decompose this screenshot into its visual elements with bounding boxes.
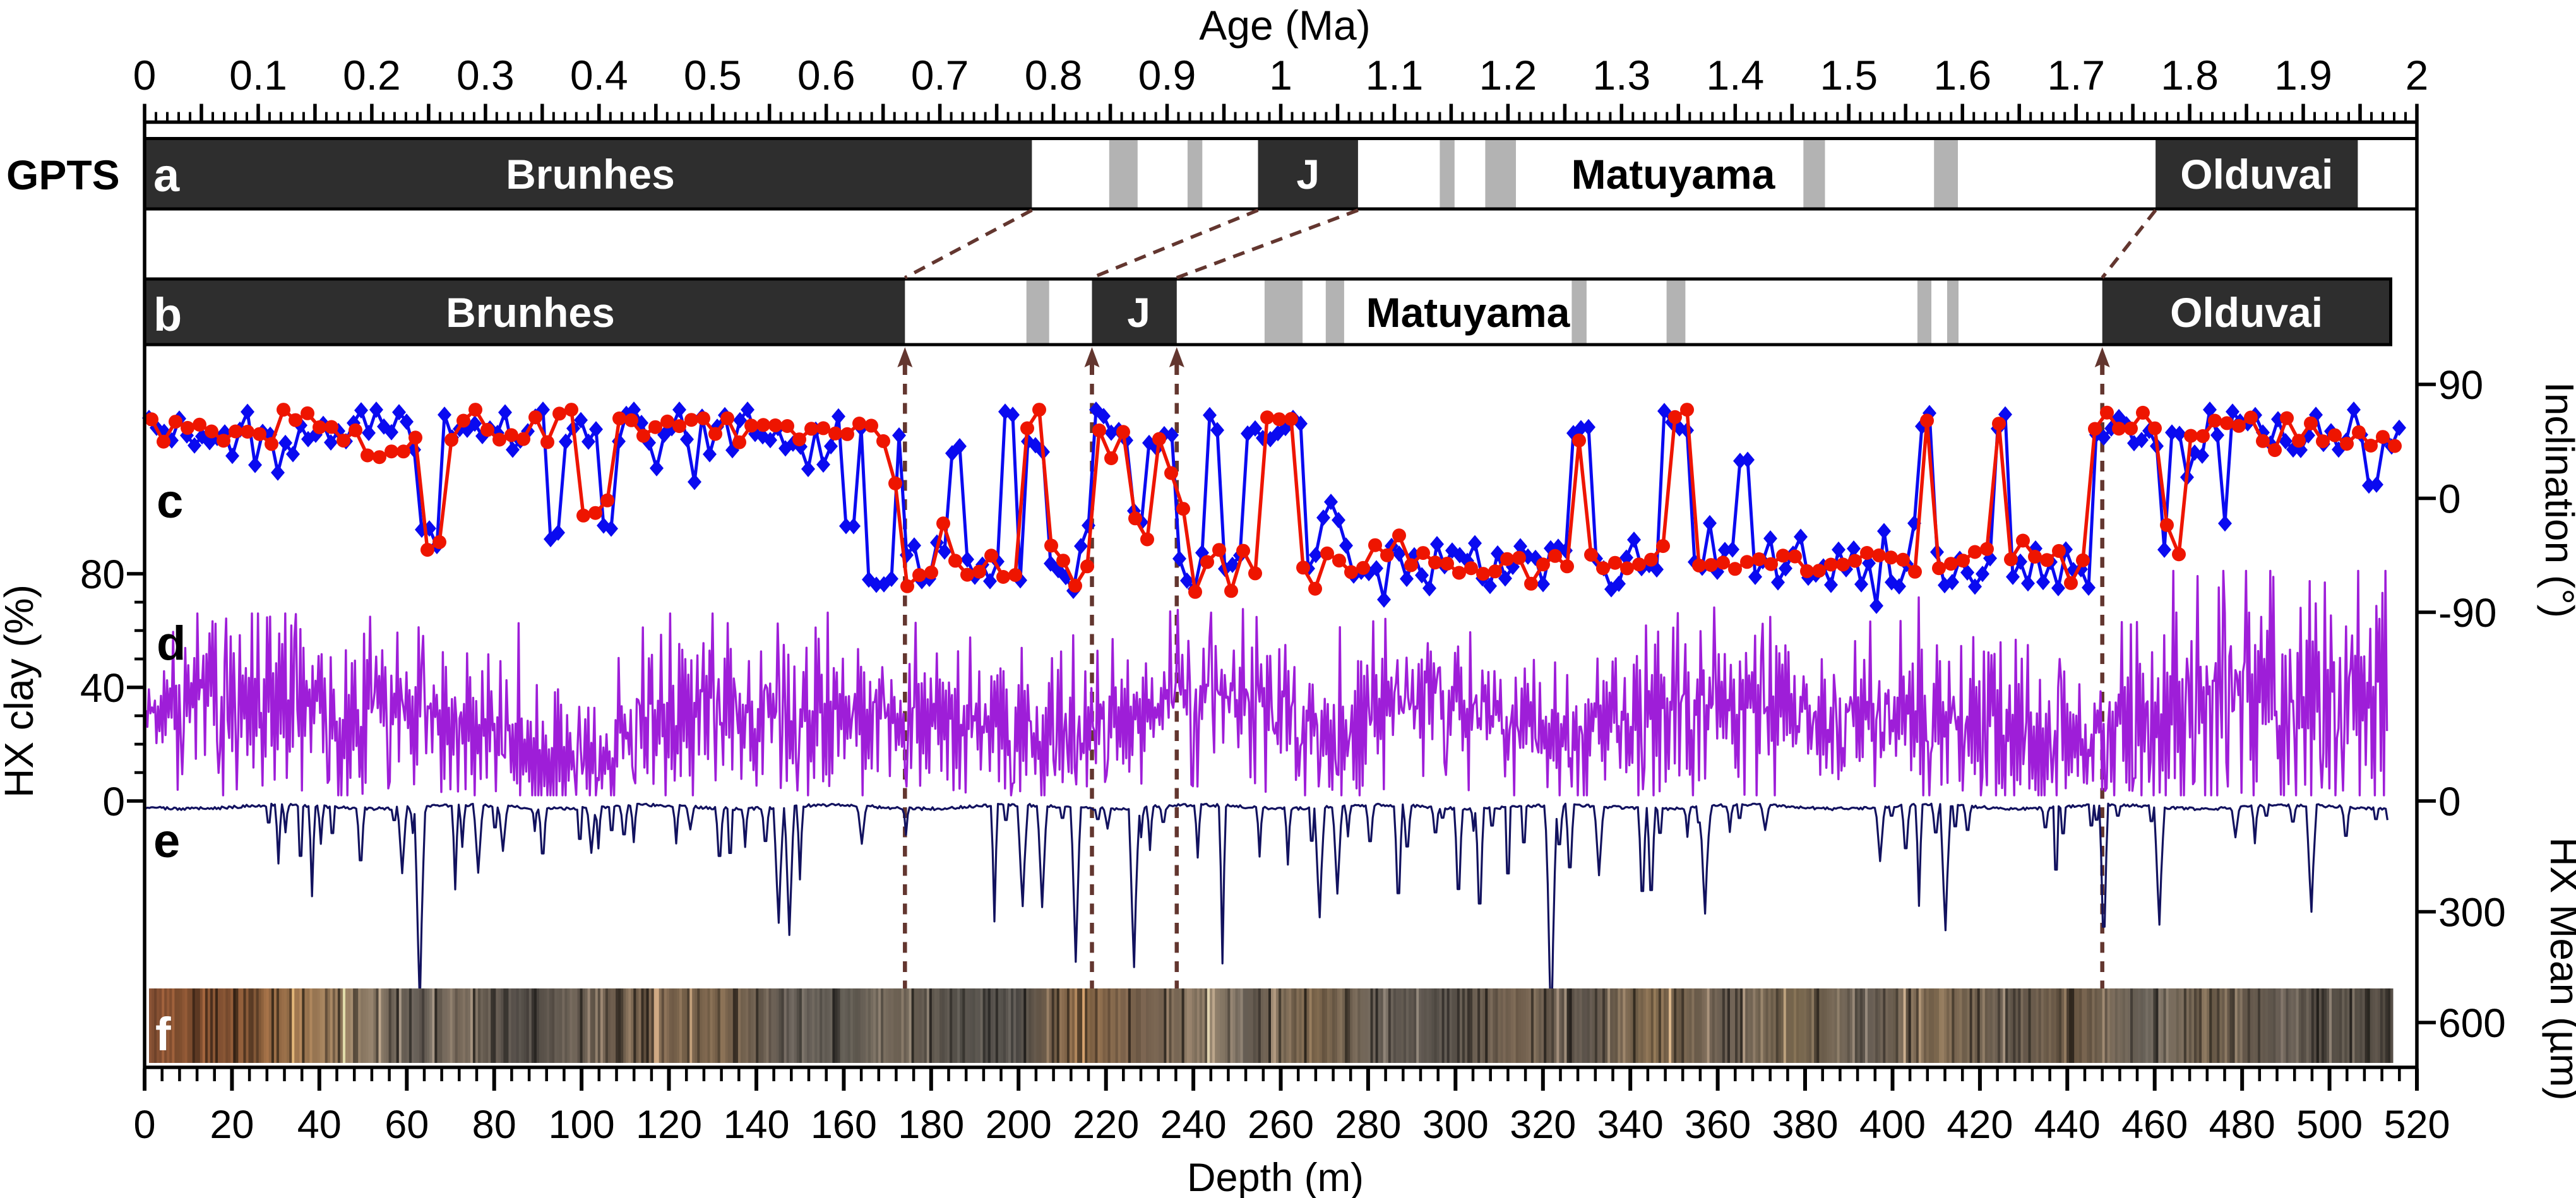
svg-text:2: 2 (2406, 52, 2429, 98)
svg-text:Brunhes: Brunhes (446, 289, 615, 336)
svg-text:220: 220 (1073, 1103, 1139, 1147)
svg-text:0.5: 0.5 (684, 52, 742, 98)
svg-text:440: 440 (2034, 1103, 2101, 1147)
svg-text:40: 40 (297, 1103, 342, 1147)
svg-text:140: 140 (723, 1103, 789, 1147)
svg-text:1.7: 1.7 (2047, 52, 2105, 98)
svg-text:60: 60 (385, 1103, 429, 1147)
svg-text:600: 600 (2438, 1000, 2506, 1046)
svg-text:0.2: 0.2 (343, 52, 401, 98)
svg-text:1.1: 1.1 (1366, 52, 1424, 98)
svg-text:280: 280 (1335, 1103, 1401, 1147)
svg-text:240: 240 (1160, 1103, 1227, 1147)
svg-text:480: 480 (2209, 1103, 2275, 1147)
svg-text:d: d (157, 617, 186, 670)
svg-text:0: 0 (102, 779, 125, 824)
svg-text:-90: -90 (2438, 590, 2497, 636)
svg-text:500: 500 (2296, 1103, 2363, 1147)
svg-text:GPTS: GPTS (6, 151, 120, 198)
svg-text:c: c (157, 475, 183, 528)
svg-text:420: 420 (1947, 1103, 2013, 1147)
svg-text:HX clay (%): HX clay (%) (0, 584, 42, 798)
svg-text:Matuyama: Matuyama (1366, 289, 1571, 336)
svg-text:20: 20 (210, 1103, 254, 1147)
svg-text:Depth (m): Depth (m) (1187, 1156, 1364, 1198)
svg-text:340: 340 (1597, 1103, 1664, 1147)
svg-text:J: J (1296, 151, 1320, 198)
svg-text:460: 460 (2121, 1103, 2188, 1147)
svg-text:0.7: 0.7 (911, 52, 969, 98)
svg-text:HX Mean (µm): HX Mean (µm) (2542, 837, 2576, 1100)
svg-text:1.6: 1.6 (1933, 52, 1991, 98)
svg-text:40: 40 (80, 665, 125, 711)
svg-text:0.3: 0.3 (456, 52, 515, 98)
svg-text:Brunhes: Brunhes (506, 151, 675, 198)
svg-text:160: 160 (811, 1103, 877, 1147)
svg-text:90: 90 (2438, 362, 2483, 408)
svg-text:180: 180 (898, 1103, 964, 1147)
svg-text:1.4: 1.4 (1706, 52, 1764, 98)
svg-text:0.4: 0.4 (570, 52, 628, 98)
svg-text:0: 0 (133, 52, 157, 98)
svg-text:1.9: 1.9 (2274, 52, 2332, 98)
svg-text:0: 0 (2438, 477, 2461, 522)
svg-text:Inclination (°): Inclination (°) (2537, 382, 2576, 618)
svg-text:b: b (153, 288, 182, 341)
svg-text:Olduvai: Olduvai (2170, 289, 2323, 336)
svg-text:1.2: 1.2 (1479, 52, 1537, 98)
svg-text:100: 100 (549, 1103, 615, 1147)
svg-text:a: a (153, 149, 180, 201)
svg-text:0: 0 (2438, 779, 2461, 824)
svg-text:0.1: 0.1 (229, 52, 287, 98)
svg-text:1.3: 1.3 (1592, 52, 1650, 98)
svg-text:80: 80 (80, 552, 125, 597)
svg-text:360: 360 (1685, 1103, 1751, 1147)
svg-text:320: 320 (1510, 1103, 1576, 1147)
svg-text:0.9: 0.9 (1138, 52, 1196, 98)
svg-text:f: f (155, 1008, 171, 1060)
svg-text:J: J (1127, 289, 1150, 336)
svg-text:80: 80 (472, 1103, 516, 1147)
svg-text:520: 520 (2383, 1103, 2450, 1147)
svg-text:Matuyama: Matuyama (1571, 151, 1776, 198)
svg-text:1.8: 1.8 (2161, 52, 2219, 98)
svg-text:e: e (153, 814, 180, 868)
svg-text:260: 260 (1248, 1103, 1314, 1147)
svg-text:300: 300 (2438, 890, 2506, 935)
svg-text:Olduvai: Olduvai (2180, 151, 2333, 198)
svg-text:0.6: 0.6 (797, 52, 856, 98)
svg-text:120: 120 (636, 1103, 702, 1147)
svg-text:200: 200 (986, 1103, 1052, 1147)
svg-text:0: 0 (133, 1103, 155, 1147)
svg-text:1.5: 1.5 (1820, 52, 1878, 98)
svg-text:300: 300 (1422, 1103, 1489, 1147)
svg-text:1: 1 (1269, 52, 1292, 98)
svg-text:380: 380 (1772, 1103, 1838, 1147)
svg-text:0.8: 0.8 (1025, 52, 1083, 98)
svg-text:400: 400 (1859, 1103, 1926, 1147)
svg-text:Age (Ma): Age (Ma) (1199, 2, 1370, 49)
